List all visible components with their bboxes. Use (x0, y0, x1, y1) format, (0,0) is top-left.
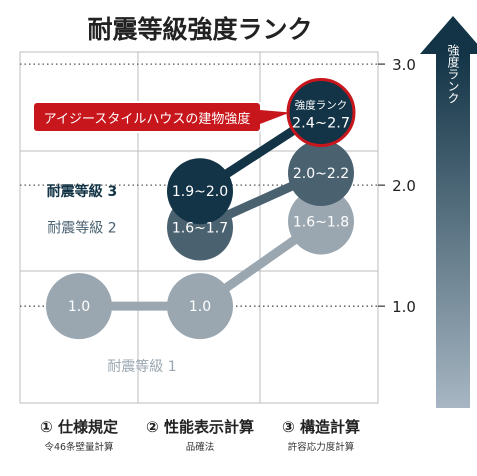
series-points (46, 78, 356, 340)
strength-arrow: 強度ランク (420, 16, 477, 408)
data-point (288, 140, 354, 207)
y-tick-label: 2.0 (392, 177, 416, 195)
category-label: ③ 構造計算 (282, 418, 360, 436)
data-point-label: 2.4~2.7 (292, 116, 350, 132)
data-point (167, 273, 233, 340)
data-point (167, 158, 233, 225)
callout-pointer (260, 110, 290, 124)
data-point-label: 強度ランク (295, 99, 348, 112)
category-label: ② 性能表示計算 (146, 418, 254, 436)
data-point-label: 1.6~1.7 (172, 221, 228, 237)
category-sublabel: 許容応力度計算 (288, 441, 355, 453)
y-tick-label: 1.0 (392, 298, 416, 316)
data-point (46, 273, 112, 340)
callout-text: アイジースタイルハウスの建物強度 (44, 111, 251, 127)
plot-frame (19, 51, 379, 404)
category-sublabel: 品確法 (186, 441, 215, 453)
y-tick-label: 3.0 (392, 56, 416, 74)
category-sublabel: 令46条壁量計算 (44, 441, 113, 453)
arrow-shaft (436, 52, 470, 408)
data-point-label: 1.0 (68, 299, 90, 315)
series-labels: 1.0 1.0 1.6~1.8 1.6~1.7 2.0~2.2 1.9~2.0 強度ランク 2… (47, 99, 350, 375)
series-name: 耐震等級 3 (47, 183, 118, 200)
y-axis-label: 強度ランク (446, 44, 460, 104)
arrow-head (420, 16, 477, 54)
series-name: 耐震等級 2 (47, 220, 116, 237)
chart-title: 耐震等級強度ランク (87, 15, 312, 44)
data-point-label: 1.6~1.8 (293, 214, 349, 230)
data-point (286, 78, 356, 148)
category-label: ① 仕様規定 (40, 418, 118, 436)
series-name: 耐震等級 1 (107, 358, 176, 375)
data-point-label: 1.0 (189, 299, 211, 315)
data-point-label: 2.0~2.2 (293, 166, 349, 182)
data-point (288, 188, 354, 255)
data-point-label: 1.9~2.0 (172, 184, 228, 200)
callout: アイジースタイルハウスの建物強度 (32, 101, 290, 133)
